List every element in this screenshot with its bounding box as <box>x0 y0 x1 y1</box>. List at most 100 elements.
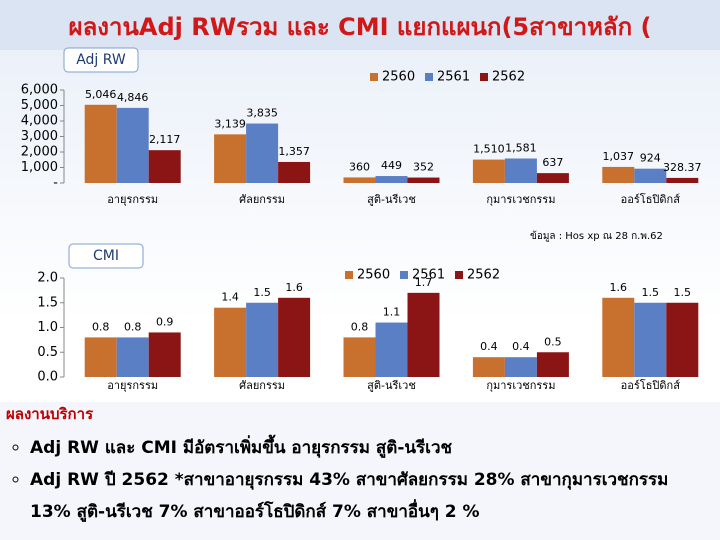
y-tick-label: 4,000 <box>21 114 58 129</box>
notes-heading: ผลงานบริการ <box>6 405 94 423</box>
bar <box>407 177 440 183</box>
value-label: 637 <box>542 156 563 169</box>
bar <box>343 337 376 377</box>
bullets: Adj RW และ CMI มีอัตราเพิ่มขึ้น อายุรกรร… <box>8 432 670 528</box>
legend-swatch <box>345 271 353 279</box>
value-label: 3,139 <box>214 117 246 130</box>
title-bar <box>0 0 720 50</box>
bar <box>536 352 569 377</box>
x-tick-label: ออร์โธปิดิกส์ <box>621 378 681 392</box>
value-label: 1.6 <box>285 281 303 294</box>
notes: ผลงานบริการ Adj RW และ CMI มีอัตราเพิ่มข… <box>0 402 720 540</box>
value-label: 1.7 <box>415 276 433 289</box>
bar <box>148 150 181 183</box>
bar <box>214 134 247 183</box>
value-label: 1,510 <box>473 143 505 156</box>
bullet: Adj RW และ CMI มีอัตราเพิ่มขึ้น อายุรกรร… <box>30 432 670 464</box>
chart-title-box <box>63 47 139 73</box>
bar <box>602 297 635 377</box>
value-label: 449 <box>381 159 402 172</box>
bar <box>246 123 279 183</box>
x-tick-label: อายุรกรรม <box>107 193 158 206</box>
y-tick-label: 1.5 <box>37 295 58 310</box>
value-label: 1,581 <box>505 141 537 154</box>
x-tick-label: อายุรกรรม <box>107 379 158 392</box>
legend-swatch <box>425 73 433 81</box>
value-label: 1,037 <box>603 150 635 163</box>
bar <box>116 107 149 183</box>
y-tick-label: 2,000 <box>21 145 58 160</box>
value-label: 1.5 <box>253 286 271 299</box>
bar <box>116 337 149 377</box>
y-tick-label: 5,000 <box>21 98 58 113</box>
bar <box>375 322 408 377</box>
value-label: 1.4 <box>221 291 239 304</box>
y-tick-label: 2.0 <box>37 271 58 286</box>
x-tick-label: ศัลยกรรม <box>239 193 285 206</box>
value-label: 4,846 <box>117 91 149 104</box>
chart-title: CMI <box>93 248 119 264</box>
bar <box>375 176 408 183</box>
value-label: 5,046 <box>85 88 117 101</box>
value-label: 352 <box>413 161 434 174</box>
source-note: ข้อมูล : Hos xp ณ 28 ก.พ.62 <box>530 230 663 242</box>
bar <box>84 337 117 377</box>
value-label: 924 <box>640 152 661 165</box>
value-label: 1.5 <box>642 286 660 299</box>
y-tick-label: 1.0 <box>37 320 58 335</box>
slide-title: ผลงานAdj RWรวม และ CMI แยกแผนก(5สาขาหลัก… <box>69 13 652 41</box>
legend-swatch <box>480 73 488 81</box>
value-label: 2,117 <box>149 133 181 146</box>
bar <box>343 177 376 183</box>
bar <box>472 159 505 183</box>
bar <box>602 166 635 183</box>
value-label: 0.4 <box>512 340 530 353</box>
chart-title: Adj RW <box>76 52 126 68</box>
bullet: Adj RW ปี 2562 *สาขาอายุรกรรม 43% สาขาศั… <box>30 464 670 528</box>
value-label: 0.8 <box>92 320 110 333</box>
y-tick-label: 3,000 <box>21 129 58 144</box>
bar <box>472 357 505 377</box>
value-label: 328.37 <box>663 161 702 174</box>
legend-swatch <box>370 73 378 81</box>
y-tick-label: - <box>53 176 58 191</box>
value-label: 3,835 <box>246 107 278 120</box>
value-label: 1.6 <box>610 281 628 294</box>
y-tick-label: 0.0 <box>37 370 58 385</box>
bar <box>504 158 537 183</box>
value-label: 0.8 <box>124 320 142 333</box>
x-tick-label: สูติ-นรีเวช <box>367 193 416 206</box>
value-label: 1.1 <box>383 306 401 319</box>
value-label: 0.9 <box>156 315 174 328</box>
value-label: 0.4 <box>480 340 498 353</box>
bar <box>666 302 699 377</box>
legend-label: 2560 <box>382 70 415 85</box>
x-tick-label: กุมารเวชกรรม <box>486 379 555 392</box>
y-tick-label: 1,000 <box>21 160 58 175</box>
legend-label: 2561 <box>437 70 470 85</box>
bar <box>148 332 181 377</box>
bar <box>634 168 667 183</box>
y-tick-label: 6,000 <box>21 83 58 98</box>
bar <box>666 177 699 183</box>
chart-title-box <box>68 243 144 269</box>
bar <box>278 297 311 377</box>
bar <box>84 104 117 183</box>
bar <box>536 173 569 183</box>
x-tick-label: สูติ-นรีเวช <box>367 379 416 392</box>
x-tick-label: กุมารเวชกรรม <box>486 193 555 206</box>
legend-label: 2560 <box>357 268 390 283</box>
y-tick-label: 0.5 <box>37 345 58 360</box>
legend-swatch <box>455 271 463 279</box>
value-label: 360 <box>349 160 370 173</box>
bar <box>634 302 667 377</box>
legend-label: 2562 <box>467 268 500 283</box>
bar <box>407 292 440 377</box>
bar <box>504 357 537 377</box>
x-tick-label: ศัลยกรรม <box>239 379 285 392</box>
bar <box>278 161 311 183</box>
x-tick-label: ออร์โธปิดิกส์ <box>621 192 681 206</box>
value-label: 1.5 <box>674 286 692 299</box>
value-label: 0.8 <box>351 320 369 333</box>
